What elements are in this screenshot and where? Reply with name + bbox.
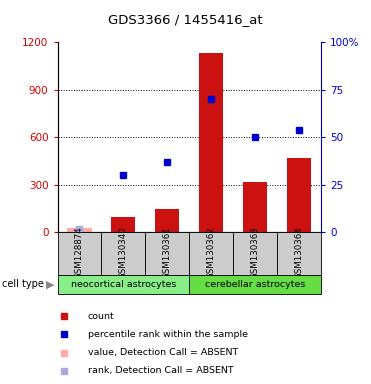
Bar [287,158,311,232]
Bar [58,232,101,275]
Bar [189,275,321,294]
Text: GSM130340: GSM130340 [119,226,128,279]
Bar [58,275,189,294]
Text: GSM128874: GSM128874 [75,226,84,279]
Text: neocortical astrocytes: neocortical astrocytes [70,280,176,289]
Text: GSM130364: GSM130364 [295,226,303,279]
Bar [111,217,135,232]
Text: ▶: ▶ [46,279,54,289]
Bar [68,228,92,232]
Bar [199,53,223,232]
Text: cerebellar astrocytes: cerebellar astrocytes [205,280,305,289]
Text: value, Detection Call = ABSENT: value, Detection Call = ABSENT [88,348,238,357]
Text: rank, Detection Call = ABSENT: rank, Detection Call = ABSENT [88,366,233,375]
Bar [189,232,233,275]
Text: cell type: cell type [2,279,44,289]
Text: GDS3366 / 1455416_at: GDS3366 / 1455416_at [108,13,263,26]
Bar [155,209,179,232]
Bar [145,232,189,275]
Text: GSM130361: GSM130361 [163,226,172,279]
Bar [243,182,267,232]
Text: percentile rank within the sample: percentile rank within the sample [88,330,247,339]
Bar [101,232,145,275]
Text: GSM130362: GSM130362 [207,226,216,279]
Bar [233,232,277,275]
Text: GSM130363: GSM130363 [250,226,260,279]
Bar [277,232,321,275]
Text: count: count [88,312,114,321]
